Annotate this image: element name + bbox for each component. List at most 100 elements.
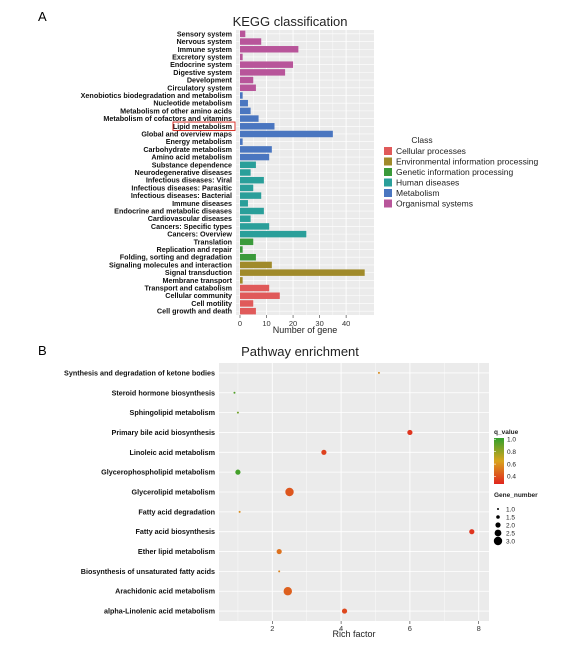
enrichment-x-tick-label: 8 <box>477 624 481 633</box>
category-label-xenobiotics-biodegradation-and-metabolism: Xenobiotics biodegradation and metabolis… <box>81 91 232 100</box>
point-biosynthesis-of-unsaturated-fatty-acids <box>278 570 281 573</box>
category-label-energy-metabolism: Energy metabolism <box>166 137 232 146</box>
point-primary-bile-acid-biosynthesis <box>407 429 413 436</box>
enrichment-x-axis-title: Rich factor <box>332 629 375 639</box>
point-fatty-acid-degradation <box>238 510 241 513</box>
category-label-excretory-system: Excretory system <box>172 52 232 61</box>
bar-infectious-diseases-parasitic <box>240 184 254 192</box>
panel-a-label: A <box>38 9 47 24</box>
pathway-label-fatty-acid-degradation: Fatty acid degradation <box>138 507 215 516</box>
bar-endocrine-and-metabolic-diseases <box>240 207 264 215</box>
pathway-label-alpha-linolenic-acid-metabolism: alpha-Linolenic acid metabolism <box>104 607 215 616</box>
legend-swatch-genetic-information-processing <box>384 168 392 176</box>
panel-b-label: B <box>38 343 47 358</box>
category-label-digestive-system: Digestive system <box>173 68 232 77</box>
bar-cancers-overview <box>240 230 307 238</box>
category-label-immune-system: Immune system <box>178 45 232 54</box>
q-value-tick-label: 1.0 <box>507 436 516 443</box>
bar-amino-acid-metabolism <box>240 153 270 161</box>
gene-number-legend-label: 2.0 <box>506 522 515 529</box>
kegg-x-tick-label: 40 <box>342 319 350 328</box>
category-label-nervous-system: Nervous system <box>176 37 232 46</box>
category-label-lipid-metabolism: Lipid metabolism <box>173 122 232 131</box>
enrichment-pathway-labels: Synthesis and degradation of ketone bodi… <box>64 368 215 615</box>
kegg-x-ticks: 0 10 20 30 40 <box>238 315 350 328</box>
bar-cardiovascular-diseases <box>240 215 251 222</box>
category-label-folding-sorting-and-degradation: Folding, sorting and degradation <box>120 253 232 262</box>
bar-nucleotide-metabolism <box>240 99 248 107</box>
kegg-chart-title: KEGG classification <box>233 14 348 29</box>
q-value-tick-label: 0.6 <box>507 461 516 468</box>
bar-cellular-community <box>240 292 280 299</box>
legend-swatch-environmental-information-processing <box>384 157 392 166</box>
kegg-gridlines <box>236 30 374 315</box>
enrichment-x-tick-label: 4 <box>339 624 343 633</box>
legend-label-environmental-information-processing: Environmental information processing <box>396 157 538 167</box>
category-label-sensory-system: Sensory system <box>177 29 232 38</box>
q-value-tick-label: 0.4 <box>507 474 516 481</box>
bar-sensory-system <box>240 30 246 38</box>
category-label-global-and-overview-maps: Global and overview maps <box>141 129 232 138</box>
bar-substance-dependence <box>240 161 256 169</box>
bar-cell-motility <box>240 300 254 307</box>
category-label-cardiovascular-diseases: Cardiovascular diseases <box>148 214 232 223</box>
legend-label-organismal-systems: Organismal systems <box>396 199 473 209</box>
bar-excretory-system <box>240 53 243 61</box>
bar-development <box>240 76 254 84</box>
pathway-label-sphingolipid-metabolism: Sphingolipid metabolism <box>130 408 215 417</box>
q-value-colorbar <box>494 438 504 484</box>
gene-number-legend-dot <box>497 508 499 510</box>
class-legend-title: Class <box>411 135 432 145</box>
legend-swatch-organismal-systems <box>384 199 392 208</box>
bar-signal-transduction <box>240 269 365 276</box>
category-label-cancers-specific-types: Cancers: Specific types <box>151 222 232 231</box>
point-fatty-acid-biosynthesis <box>469 529 475 535</box>
enrichment-chart-title: Pathway enrichment <box>241 344 359 359</box>
bar-translation <box>240 238 254 246</box>
legend-label-cellular-processes: Cellular processes <box>396 146 466 156</box>
category-label-membrane-transport: Membrane transport <box>163 276 233 285</box>
category-label-cell-motility: Cell motility <box>191 299 232 308</box>
point-linoleic-acid-metabolism <box>321 449 327 455</box>
point-ether-lipid-metabolism <box>276 548 282 555</box>
bar-folding-sorting-and-degradation <box>240 253 256 261</box>
category-label-cell-growth-and-death: Cell growth and death <box>157 307 232 316</box>
category-label-infectious-diseases-parasitic: Infectious diseases: Parasitic <box>131 183 232 192</box>
gene-number-legend-label: 2.5 <box>506 530 515 537</box>
bar-replication-and-repair <box>240 246 243 253</box>
category-label-infectious-diseases-viral: Infectious diseases: Viral <box>146 176 232 185</box>
kegg-x-tick-label: 30 <box>315 319 323 328</box>
pathway-label-arachidonic-acid-metabolism: Arachidonic acid metabolism <box>115 587 215 596</box>
kegg-x-tick-label: 10 <box>262 319 270 328</box>
category-label-translation: Translation <box>194 237 232 246</box>
bar-energy-metabolism <box>240 138 243 145</box>
category-label-replication-and-repair: Replication and repair <box>157 245 233 254</box>
legend-swatch-metabolism <box>384 189 392 197</box>
bar-transport-and-catabolism <box>240 284 270 292</box>
bar-immune-system <box>240 46 299 53</box>
category-label-immune-diseases: Immune diseases <box>172 199 232 208</box>
bar-metabolism-of-other-amino-acids <box>240 107 251 115</box>
gene-number-legend: Gene_number 1.01.52.02.53.0 <box>493 492 538 546</box>
enrichment-gridlines <box>219 363 489 621</box>
bar-cancers-specific-types <box>240 223 270 230</box>
point-steroid-hormone-biosynthesis <box>233 391 236 394</box>
bar-membrane-transport <box>240 277 243 284</box>
category-label-infectious-diseases-bacterial: Infectious diseases: Bacterial <box>131 191 232 200</box>
category-label-neurodegenerative-diseases: Neurodegenerative diseases <box>135 168 232 177</box>
category-label-nucleotide-metabolism: Nucleotide metabolism <box>153 99 232 108</box>
enrichment-x-tick-label: 2 <box>270 624 274 633</box>
bar-cell-growth-and-death <box>240 307 256 315</box>
category-label-carbohydrate-metabolism: Carbohydrate metabolism <box>143 145 232 154</box>
gene-number-legend-dot <box>493 536 503 546</box>
bar-infectious-diseases-viral <box>240 176 264 184</box>
category-label-endocrine-and-metabolic-diseases: Endocrine and metabolic diseases <box>114 207 232 216</box>
bar-neurodegenerative-diseases <box>240 169 251 176</box>
pathway-label-linoleic-acid-metabolism: Linoleic acid metabolism <box>130 448 215 457</box>
pathway-label-glycerophospholipid-metabolism: Glycerophospholipid metabolism <box>101 468 215 477</box>
gene-number-legend-dot <box>495 522 501 528</box>
legend-label-genetic-information-processing: Genetic information processing <box>396 167 513 177</box>
kegg-x-tick-label: 20 <box>289 319 297 328</box>
